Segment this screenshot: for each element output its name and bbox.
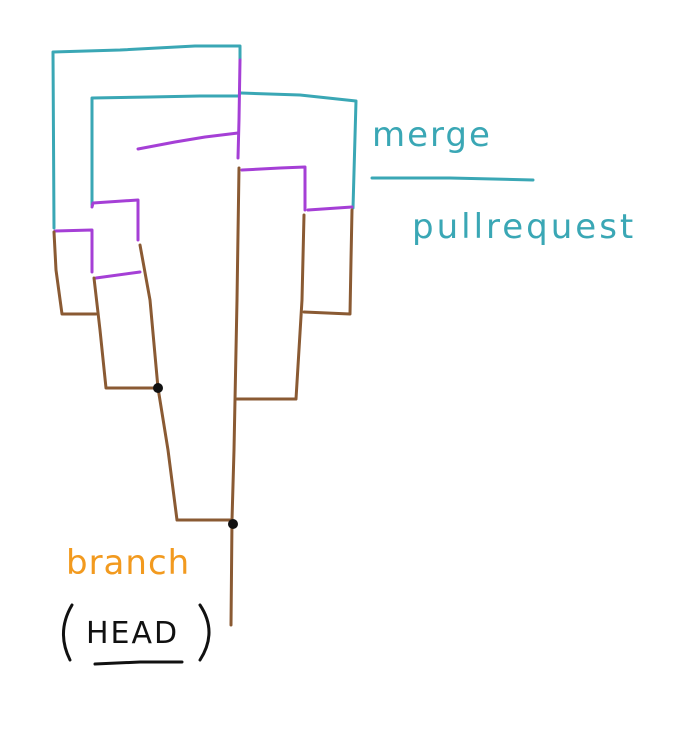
feature-line-left [53,228,94,274]
head-underline [93,660,184,666]
feature-line-top [136,131,240,151]
label-merge: merge [372,115,492,155]
head-paren-left [62,603,74,662]
label-head: HEAD [86,616,179,651]
branch-line-far-right [302,208,354,316]
branch-line-trunk [229,166,241,627]
branch-line-left [52,230,98,316]
feature-line-right [240,165,307,212]
branch-line-left-inner [92,276,159,390]
branch-line-right [235,213,306,401]
label-branch: branch [66,543,190,583]
commit-dot-upper [153,383,163,393]
head-label-group: HEAD [62,603,211,666]
merge-lines [51,44,535,230]
feature-line-center [236,58,242,160]
branch-lines [52,166,354,627]
merge-arc-right [239,91,358,210]
commit-dot-lower [228,519,238,529]
merge-arc-middle [90,94,240,207]
feature-lines [53,58,354,280]
feature-line-inner [90,198,140,242]
label-pull-request: pullrequest [412,207,636,247]
feature-line-bottom [94,270,142,280]
feature-line-far-right [306,205,354,212]
branch-line-middle [138,243,234,522]
head-paren-right [198,603,211,662]
merge-arc-outer [51,44,242,230]
merge-underline [370,176,535,182]
